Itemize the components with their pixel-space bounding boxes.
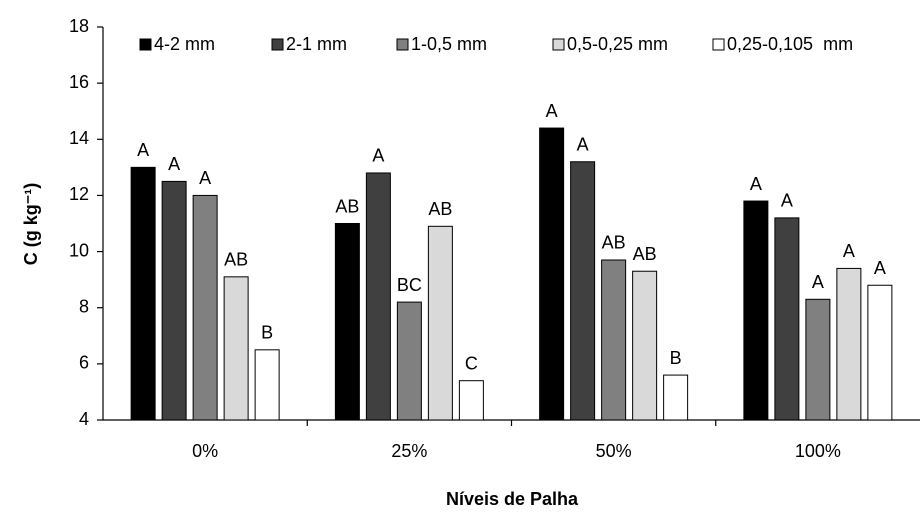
y-tick-label: 10 xyxy=(69,240,89,260)
bar xyxy=(663,374,689,421)
bar xyxy=(570,161,596,421)
legend-swatch xyxy=(396,38,409,51)
x-tick-label: 0% xyxy=(192,441,218,461)
y-tick-label: 12 xyxy=(69,184,89,204)
bar-letter: A xyxy=(372,146,384,166)
x-tick-label: 100% xyxy=(795,441,841,461)
bar-letter: BC xyxy=(397,275,422,295)
bar xyxy=(396,301,422,421)
legend-label: 0,5-0,25 mm xyxy=(567,34,668,54)
bar-letter: AB xyxy=(335,196,359,216)
bar-letter: A xyxy=(874,258,886,278)
bar-letter: A xyxy=(168,154,180,174)
bar-letter: A xyxy=(781,191,793,211)
bar xyxy=(254,349,280,421)
bar xyxy=(774,217,800,421)
bar xyxy=(539,127,565,421)
bar xyxy=(836,267,862,421)
y-tick-label: 16 xyxy=(69,72,89,92)
bar-letter: AB xyxy=(428,199,452,219)
bar-letter: A xyxy=(137,140,149,160)
bar-letter: A xyxy=(546,101,558,121)
bar-letter: C xyxy=(465,353,478,373)
legend-label: 2-1 mm xyxy=(286,34,347,54)
legend-label: 4-2 mm xyxy=(154,34,215,54)
bar-letter: B xyxy=(670,348,682,368)
x-tick-label: 25% xyxy=(391,441,427,461)
bar-letter: A xyxy=(843,241,855,261)
bar xyxy=(632,270,658,421)
y-axis-label: C (g kg⁻¹) xyxy=(21,183,41,266)
bar-letter: AB xyxy=(224,250,248,270)
y-tick-label: 14 xyxy=(69,128,89,148)
bar xyxy=(192,194,218,421)
bar xyxy=(805,298,831,421)
legend-swatch xyxy=(712,38,725,51)
bar xyxy=(334,223,360,421)
x-tick-label: 50% xyxy=(596,441,632,461)
legend-swatch xyxy=(139,38,152,51)
legend-label: 0,25-0,105 mm xyxy=(727,34,853,54)
legend-swatch xyxy=(552,38,565,51)
bar xyxy=(867,284,893,421)
bar xyxy=(161,180,187,421)
bar-letter: A xyxy=(812,272,824,292)
bar xyxy=(601,259,627,421)
bar-letter: A xyxy=(577,134,589,154)
legend-label: 1-0,5 mm xyxy=(411,34,487,54)
bar-letter: B xyxy=(261,323,273,343)
bar-letter: A xyxy=(750,174,762,194)
legend-swatch xyxy=(271,38,284,51)
bar xyxy=(427,225,453,421)
y-tick-label: 18 xyxy=(69,16,89,36)
y-tick-label: 8 xyxy=(79,296,89,316)
bar xyxy=(130,166,156,421)
x-axis-label: Níveis de Palha xyxy=(446,489,579,509)
bar-letter: AB xyxy=(633,244,657,264)
bar-letter: A xyxy=(199,168,211,188)
bar xyxy=(223,276,249,421)
bar-letter: AB xyxy=(602,233,626,253)
bar xyxy=(458,380,484,421)
bar xyxy=(365,172,391,421)
y-tick-label: 6 xyxy=(79,353,89,373)
y-tick-label: 4 xyxy=(79,409,89,429)
bar xyxy=(743,200,769,421)
